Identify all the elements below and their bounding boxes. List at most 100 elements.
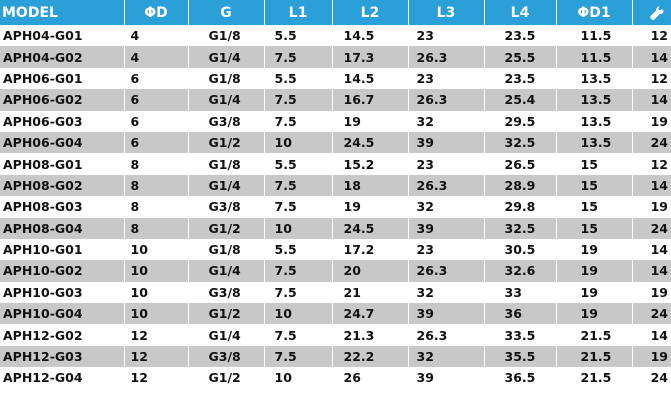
cell-model: APH10-G02 bbox=[0, 260, 125, 282]
cell-d1: 13.5 bbox=[556, 67, 633, 90]
table-row: APH08-G04 8 G1/2 10 24.5 39 32.5 15 24 bbox=[0, 217, 671, 239]
table-row: APH12-G02 12 G1/4 7.5 21.3 26.3 33.5 21.5 14 bbox=[0, 324, 671, 346]
cell-l1: 10 bbox=[264, 217, 333, 239]
cell-l3: 39 bbox=[408, 303, 485, 325]
cell-l3: 39 bbox=[408, 217, 485, 239]
cell-model: APH06-G04 bbox=[0, 131, 125, 154]
cell-wr: 12 bbox=[632, 25, 671, 47]
cell-d: 10 bbox=[124, 260, 189, 282]
cell-model: APH06-G03 bbox=[0, 110, 125, 132]
cell-g: G1/4 bbox=[188, 89, 265, 111]
cell-g: G3/8 bbox=[188, 281, 265, 304]
cell-l3: 32 bbox=[408, 110, 485, 132]
table-row: APH10-G04 10 G1/2 10 24.7 39 36 19 24 bbox=[0, 303, 671, 325]
cell-l4: 32.5 bbox=[484, 217, 557, 239]
cell-model: APH10-G03 bbox=[0, 281, 125, 304]
table-row: APH08-G02 8 G1/4 7.5 18 26.3 28.9 15 14 bbox=[0, 174, 671, 197]
cell-g: G3/8 bbox=[188, 110, 265, 132]
cell-l2: 24.7 bbox=[332, 303, 409, 325]
cell-g: G1/8 bbox=[188, 238, 265, 261]
cell-model: APH12-G04 bbox=[0, 367, 125, 389]
header-l1: L1 bbox=[264, 0, 333, 25]
cell-l2: 14.5 bbox=[332, 67, 409, 90]
cell-d: 6 bbox=[124, 110, 189, 132]
table-row: APH06-G02 6 G1/4 7.5 16.7 26.3 25.4 13.5 14 bbox=[0, 89, 671, 111]
cell-g: G1/4 bbox=[188, 324, 265, 346]
header-model: MODEL bbox=[0, 0, 125, 25]
cell-l2: 14.5 bbox=[332, 25, 409, 47]
cell-l3: 26.3 bbox=[408, 174, 485, 197]
cell-l2: 17.3 bbox=[332, 46, 409, 68]
table-row: APH06-G04 6 G1/2 10 24.5 39 32.5 13.5 24 bbox=[0, 131, 671, 154]
cell-d: 8 bbox=[124, 153, 189, 175]
cell-wr: 24 bbox=[632, 303, 671, 325]
cell-wr: 14 bbox=[632, 260, 671, 282]
cell-wr: 19 bbox=[632, 281, 671, 304]
cell-l4: 26.5 bbox=[484, 153, 557, 175]
table-row: APH08-G01 8 G1/8 5.5 15.2 23 26.5 15 12 bbox=[0, 153, 671, 175]
cell-wr: 14 bbox=[632, 89, 671, 111]
cell-d: 12 bbox=[124, 324, 189, 346]
cell-d1: 19 bbox=[556, 238, 633, 261]
cell-d: 8 bbox=[124, 217, 189, 239]
cell-d: 8 bbox=[124, 196, 189, 218]
cell-d: 6 bbox=[124, 131, 189, 154]
cell-l3: 39 bbox=[408, 367, 485, 389]
cell-l1: 7.5 bbox=[264, 345, 333, 368]
table-body: APH04-G01 4 G1/8 5.5 14.5 23 23.5 11.5 12 APH04-G… bbox=[0, 25, 671, 389]
cell-l1: 7.5 bbox=[264, 89, 333, 111]
header-wrench bbox=[632, 0, 671, 25]
cell-l2: 26 bbox=[332, 367, 409, 389]
cell-l4: 25.5 bbox=[484, 46, 557, 68]
cell-l2: 16.7 bbox=[332, 89, 409, 111]
cell-l3: 32 bbox=[408, 345, 485, 368]
cell-l1: 7.5 bbox=[264, 110, 333, 132]
cell-l1: 5.5 bbox=[264, 153, 333, 175]
cell-model: APH12-G03 bbox=[0, 345, 125, 368]
cell-wr: 14 bbox=[632, 324, 671, 346]
cell-l1: 10 bbox=[264, 367, 333, 389]
cell-g: G1/2 bbox=[188, 131, 265, 154]
header-l4: L4 bbox=[484, 0, 557, 25]
cell-d: 10 bbox=[124, 238, 189, 261]
cell-d1: 13.5 bbox=[556, 110, 633, 132]
table-header: MODEL ΦD G L1 L2 L3 L4 ΦD1 bbox=[0, 0, 671, 25]
cell-g: G3/8 bbox=[188, 345, 265, 368]
header-l3: L3 bbox=[408, 0, 485, 25]
cell-g: G1/4 bbox=[188, 174, 265, 197]
cell-l1: 10 bbox=[264, 303, 333, 325]
cell-d: 6 bbox=[124, 89, 189, 111]
header-row: MODEL ΦD G L1 L2 L3 L4 ΦD1 bbox=[0, 0, 671, 25]
cell-wr: 24 bbox=[632, 367, 671, 389]
cell-d1: 19 bbox=[556, 303, 633, 325]
cell-l1: 5.5 bbox=[264, 25, 333, 47]
cell-g: G3/8 bbox=[188, 196, 265, 218]
cell-l2: 15.2 bbox=[332, 153, 409, 175]
cell-l4: 33.5 bbox=[484, 324, 557, 346]
cell-l2: 24.5 bbox=[332, 217, 409, 239]
cell-l1: 5.5 bbox=[264, 238, 333, 261]
cell-l3: 32 bbox=[408, 281, 485, 304]
table-row: APH06-G03 6 G3/8 7.5 19 32 29.5 13.5 19 bbox=[0, 110, 671, 132]
cell-wr: 24 bbox=[632, 217, 671, 239]
cell-d1: 11.5 bbox=[556, 25, 633, 47]
cell-wr: 19 bbox=[632, 196, 671, 218]
cell-wr: 14 bbox=[632, 46, 671, 68]
cell-d: 4 bbox=[124, 46, 189, 68]
cell-wr: 14 bbox=[632, 174, 671, 197]
cell-l3: 26.3 bbox=[408, 260, 485, 282]
cell-l4: 29.5 bbox=[484, 110, 557, 132]
cell-l4: 28.9 bbox=[484, 174, 557, 197]
cell-d1: 13.5 bbox=[556, 131, 633, 154]
cell-d: 4 bbox=[124, 25, 189, 47]
cell-g: G1/8 bbox=[188, 25, 265, 47]
cell-wr: 24 bbox=[632, 131, 671, 154]
wrench-icon bbox=[649, 5, 665, 21]
cell-l2: 21 bbox=[332, 281, 409, 304]
cell-l2: 24.5 bbox=[332, 131, 409, 154]
cell-l2: 22.2 bbox=[332, 345, 409, 368]
cell-l4: 32.6 bbox=[484, 260, 557, 282]
cell-d: 6 bbox=[124, 67, 189, 90]
cell-l4: 25.4 bbox=[484, 89, 557, 111]
cell-d1: 15 bbox=[556, 217, 633, 239]
